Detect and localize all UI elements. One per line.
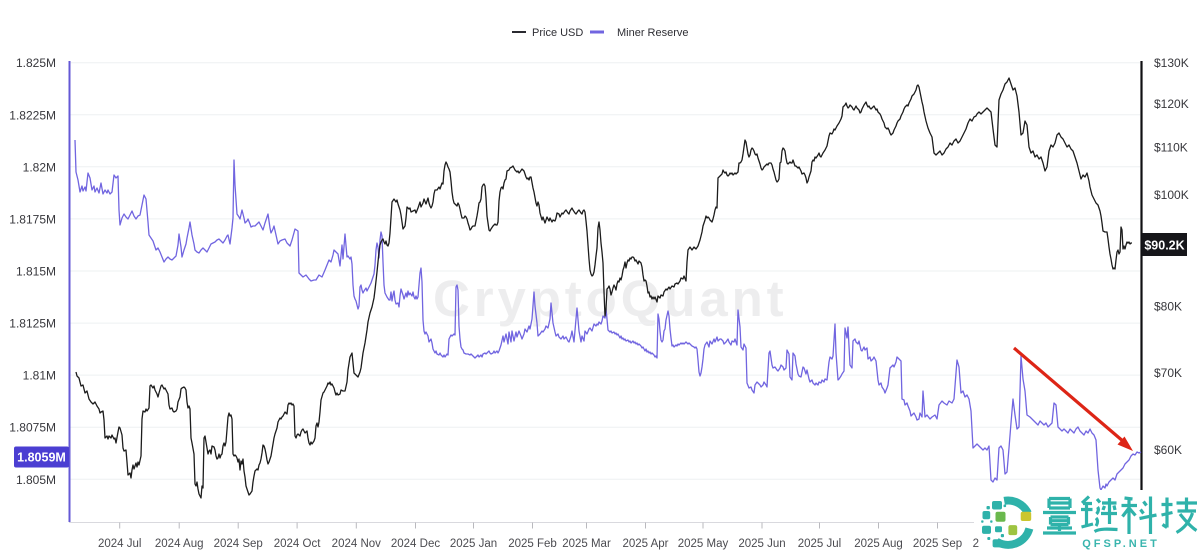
- svg-text:2025 Mar: 2025 Mar: [562, 538, 611, 550]
- svg-text:2025 Aug: 2025 Aug: [854, 538, 903, 550]
- svg-text:$80K: $80K: [1154, 300, 1182, 314]
- svg-text:2025 Sep: 2025 Sep: [913, 538, 962, 550]
- svg-text:2025 Jun: 2025 Jun: [738, 538, 785, 550]
- svg-text:2025 Jul: 2025 Jul: [798, 538, 841, 550]
- svg-text:1.8225M: 1.8225M: [9, 108, 56, 122]
- svg-text:2024 Dec: 2024 Dec: [391, 538, 440, 550]
- svg-text:2025 Feb: 2025 Feb: [508, 538, 557, 550]
- svg-text:1.8059M: 1.8059M: [17, 451, 66, 465]
- svg-text:Miner Reserve: Miner Reserve: [617, 27, 689, 39]
- svg-text:$130K: $130K: [1154, 56, 1189, 70]
- svg-text:2025 May: 2025 May: [678, 538, 729, 550]
- svg-text:2025 Jan: 2025 Jan: [450, 538, 497, 550]
- svg-text:2024 Oct: 2024 Oct: [274, 538, 321, 550]
- svg-text:2024 Jul: 2024 Jul: [98, 538, 141, 550]
- svg-text:$70K: $70K: [1154, 366, 1182, 380]
- svg-text:Price USD: Price USD: [532, 27, 583, 39]
- svg-text:2025 Apr: 2025 Apr: [622, 538, 668, 550]
- svg-text:1.8125M: 1.8125M: [9, 317, 56, 331]
- svg-text:2024 Sep: 2024 Sep: [214, 538, 263, 550]
- svg-text:$110K: $110K: [1154, 140, 1188, 154]
- svg-text:CryptoQuant: CryptoQuant: [433, 270, 788, 327]
- svg-text:1.8075M: 1.8075M: [9, 421, 56, 435]
- svg-text:$60K: $60K: [1154, 443, 1182, 457]
- svg-text:1.805M: 1.805M: [16, 473, 56, 487]
- svg-text:1.82M: 1.82M: [23, 160, 56, 174]
- svg-text:$100K: $100K: [1154, 188, 1189, 202]
- svg-text:QFSP.NET: QFSP.NET: [1082, 538, 1160, 550]
- svg-text:1.815M: 1.815M: [16, 265, 56, 279]
- svg-text:$120K: $120K: [1154, 97, 1189, 111]
- svg-text:1.81M: 1.81M: [23, 369, 56, 383]
- svg-text:1.8175M: 1.8175M: [9, 212, 56, 226]
- svg-text:2024 Nov: 2024 Nov: [332, 538, 381, 550]
- svg-text:$90.2K: $90.2K: [1144, 239, 1184, 253]
- svg-text:1.825M: 1.825M: [16, 56, 56, 70]
- svg-text:2024 Aug: 2024 Aug: [155, 538, 204, 550]
